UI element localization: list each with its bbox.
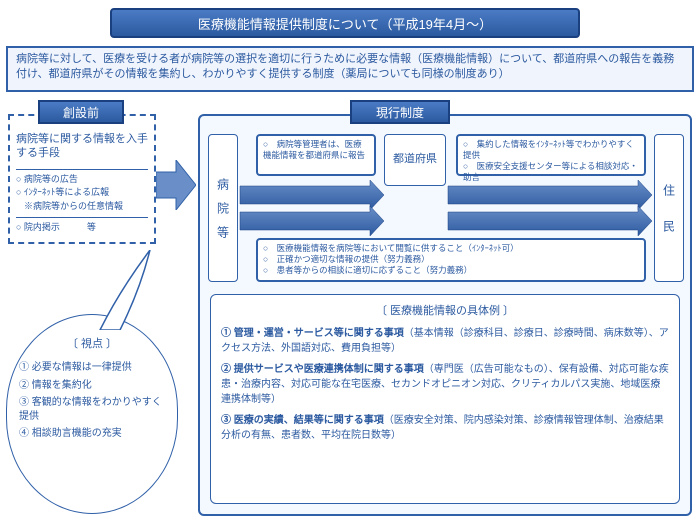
current-title: 現行制度 bbox=[350, 100, 450, 124]
details-title: 〔 医療機能情報の具体例 〕 bbox=[221, 303, 669, 320]
before-heading: 病院等に関する情報を入手する手段 bbox=[16, 132, 148, 161]
details-item: ① 管理・運営・サービス等に関する事項（基本情報（診療科目、診療日、診療時間、病… bbox=[221, 326, 669, 356]
before-item: ○ ｲﾝﾀｰﾈｯﾄ等による広報 bbox=[16, 187, 148, 199]
details-box: 〔 医療機能情報の具体例 〕 ① 管理・運営・サービス等に関する事項（基本情報（… bbox=[210, 294, 680, 504]
viewpoint-title: 〔 視点 〕 bbox=[19, 335, 165, 351]
hospital-box: 病 院 等 bbox=[208, 134, 238, 282]
before-item: ○ 病院等の広告 bbox=[16, 174, 148, 186]
details-item: ② 提供サービスや医療連携体制に関する事項（専門医（広告可能なもの）、保有設備、… bbox=[221, 362, 669, 407]
viewpoint-bubble: 〔 視点 〕 ① 必要な情報は一律提供 ② 情報を集約化 ③ 客観的な情報をわか… bbox=[6, 314, 178, 514]
resident-box: 住 民 bbox=[654, 134, 684, 282]
viewpoint-item: ② 情報を集約化 bbox=[19, 379, 165, 393]
viewpoint-item: ④ 相談助言機能の充実 bbox=[19, 427, 165, 441]
flow-box-1: ○ 病院等管理者は、医療機能情報を都道府県に報告 bbox=[256, 134, 376, 176]
before-box: 病院等に関する情報を入手する手段 ○ 病院等の広告 ○ ｲﾝﾀｰﾈｯﾄ等による広… bbox=[8, 114, 156, 244]
viewpoint-item: ③ 客観的な情報をわかりやすく提供 bbox=[19, 396, 165, 423]
viewpoint-item: ① 必要な情報は一律提供 bbox=[19, 361, 165, 375]
transition-arrow-icon bbox=[156, 160, 196, 210]
page-title: 医療機能情報提供制度について（平成19年4月～） bbox=[110, 8, 580, 38]
prefecture-box: 都道府県 bbox=[384, 134, 446, 186]
before-title: 創設前 bbox=[38, 100, 124, 124]
description-box: 病院等に対して、医療を受ける者が病院等の選択を適切に行うために必要な情報（医療機… bbox=[6, 46, 694, 92]
flow-box-3: ○ 医療機能情報を病院等において閲覧に供すること（ｲﾝﾀｰﾈｯﾄ可）○ 正確かつ… bbox=[256, 238, 646, 282]
flow-box-2: ○ 集約した情報をｲﾝﾀｰﾈｯﾄ等でわかりやすく提供○ 医療安全支援センター等に… bbox=[456, 134, 646, 176]
before-item: ○ 院内掲示 等 bbox=[16, 222, 148, 234]
details-item: ③ 医療の実績、結果等に関する事項（医療安全対策、院内感染対策、診療情報管理体制… bbox=[221, 413, 669, 443]
speech-tail-icon bbox=[90, 250, 160, 330]
before-item: ※病院等からの任意情報 bbox=[16, 201, 148, 213]
